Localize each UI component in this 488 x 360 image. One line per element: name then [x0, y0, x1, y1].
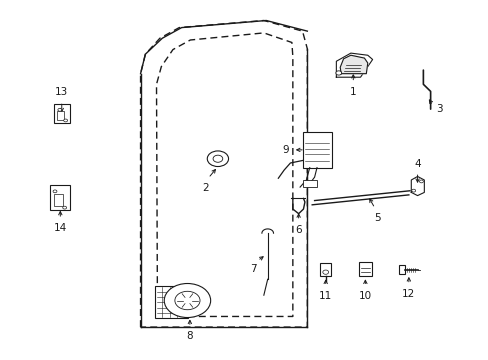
Text: 10: 10 [358, 291, 371, 301]
Circle shape [62, 206, 66, 209]
Polygon shape [410, 176, 424, 195]
FancyBboxPatch shape [155, 286, 187, 318]
Circle shape [207, 151, 228, 167]
FancyBboxPatch shape [53, 104, 70, 123]
FancyBboxPatch shape [302, 132, 331, 168]
Text: 5: 5 [373, 213, 380, 222]
FancyBboxPatch shape [358, 262, 371, 276]
Circle shape [58, 108, 61, 111]
Circle shape [164, 283, 210, 318]
Circle shape [419, 180, 423, 183]
Text: 6: 6 [295, 225, 302, 235]
Text: 14: 14 [54, 223, 67, 233]
Circle shape [322, 270, 328, 274]
Text: 8: 8 [186, 331, 193, 341]
FancyBboxPatch shape [320, 263, 330, 276]
Circle shape [335, 71, 341, 75]
FancyBboxPatch shape [50, 185, 70, 210]
Text: 13: 13 [55, 87, 68, 97]
Text: 2: 2 [202, 183, 209, 193]
Text: 9: 9 [282, 145, 288, 155]
Circle shape [411, 189, 415, 192]
FancyBboxPatch shape [302, 180, 316, 187]
FancyBboxPatch shape [398, 265, 404, 274]
FancyBboxPatch shape [57, 111, 63, 120]
FancyBboxPatch shape [54, 194, 62, 206]
Text: 7: 7 [249, 264, 256, 274]
Circle shape [63, 119, 67, 122]
Text: 4: 4 [413, 159, 420, 169]
Text: 12: 12 [402, 289, 415, 299]
Polygon shape [336, 53, 372, 77]
Circle shape [53, 190, 57, 193]
Polygon shape [340, 55, 367, 74]
Text: 11: 11 [319, 291, 332, 301]
Text: 3: 3 [435, 104, 442, 114]
Text: 1: 1 [349, 87, 356, 97]
